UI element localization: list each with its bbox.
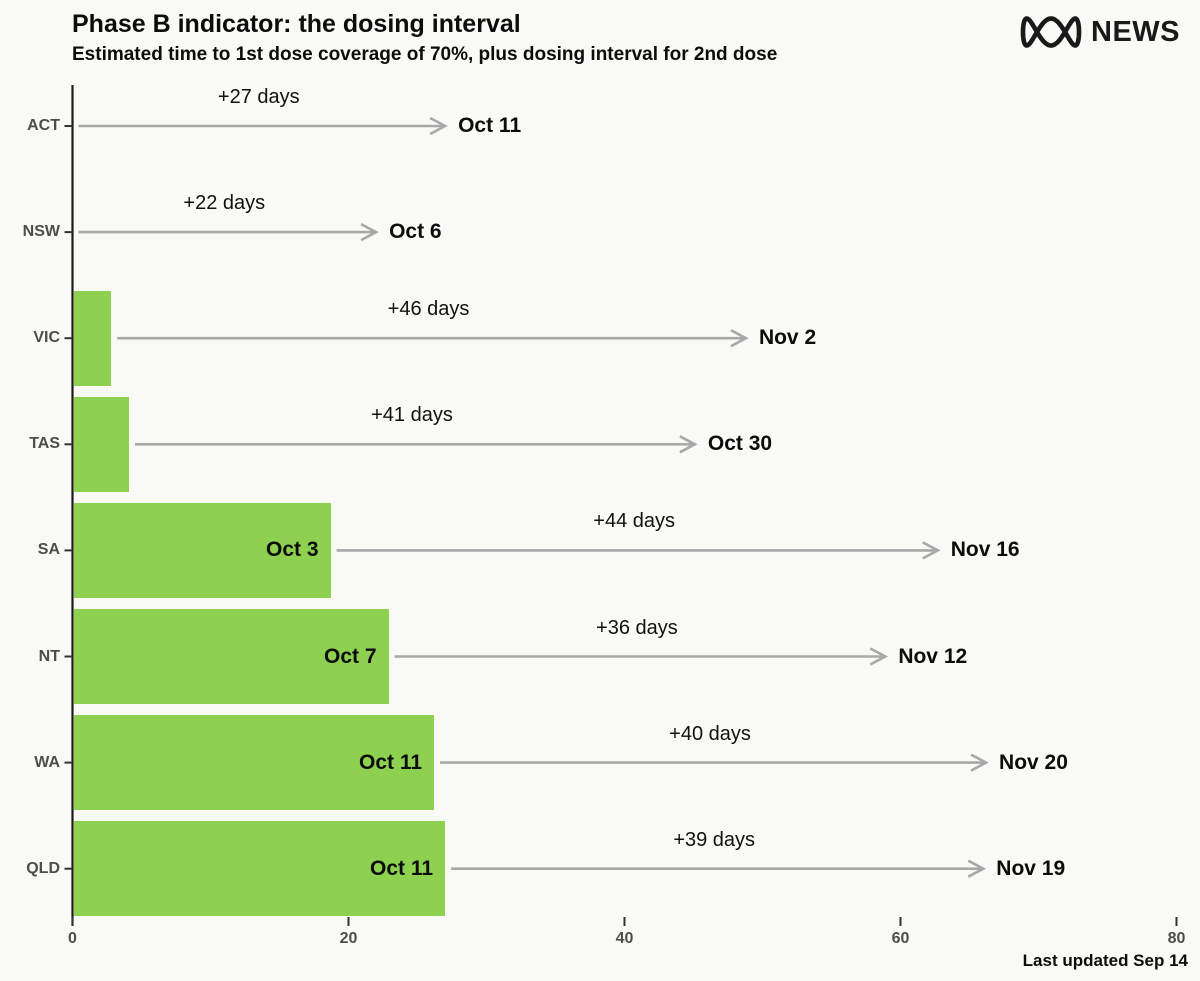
y-axis-label: WA [34,753,60,771]
abc-lissajous-curve [1020,16,1082,48]
interval-arrow-head [967,859,987,878]
second-dose-date-label: Oct 6 [389,220,442,244]
interval-days-label: +41 days [371,404,453,427]
interval-days-label: +40 days [669,722,751,745]
second-dose-date-label: Nov 2 [758,326,817,350]
second-dose-date-label: Oct 11 [458,114,522,137]
y-axis-label: NSW [22,223,60,241]
interval-days-label: +46 days [387,298,470,321]
bar-wa [73,715,435,811]
last-updated-note: Last updated Sep 14 [1022,951,1188,970]
y-axis-label: TAS [29,435,60,453]
y-axis-label: VIC [33,329,60,347]
bar-nt [73,609,389,704]
bar-sa [73,502,331,598]
interval-days-label: +36 days [596,616,678,639]
second-dose-date-label: Nov 12 [898,644,968,668]
interval-arrow-head [730,329,749,348]
y-axis-label: NT [38,647,60,665]
interval-days-label: +44 days [593,510,676,533]
bar-qld [73,821,446,917]
interval-days-label: +22 days [183,192,266,215]
abc-news-logo: NEWS [1019,12,1180,52]
logo-text: NEWS [1091,15,1180,48]
first-dose-date-label: Oct 11 [370,856,434,880]
interval-arrow-head [679,435,698,454]
y-axis-label: ACT [27,117,60,134]
interval-arrow-head [360,222,379,242]
second-dose-date-label: Nov 16 [950,538,1020,562]
first-dose-date-label: Oct 11 [359,750,423,774]
x-axis-tick-label: 40 [615,930,634,947]
interval-arrow-head [429,116,448,136]
x-axis-tick-label: 0 [68,930,77,947]
y-axis-label: SA [37,541,60,559]
interval-days-label: +27 days [217,86,300,108]
page-subtitle: Estimated time to 1st dose coverage of 7… [72,44,778,65]
second-dose-date-label: Nov 19 [996,856,1066,880]
abc-lissajous-icon [1020,16,1082,48]
interval-arrow-head [970,753,989,772]
x-axis-tick-label: 60 [891,930,910,947]
bar-tas [73,396,130,492]
first-dose-date-label: Oct 3 [266,538,319,562]
page-title: Phase B indicator: the dosing interval [72,10,521,38]
interval-days-label: +39 days [673,828,756,851]
second-dose-date-label: Nov 20 [999,750,1068,774]
y-axis-label: QLD [26,859,60,877]
bar-vic [73,290,112,386]
x-axis-tick-label: 20 [339,930,358,947]
interval-arrow-head [922,541,941,560]
interval-arrow-head [869,647,889,666]
second-dose-date-label: Oct 30 [707,432,773,456]
first-dose-date-label: Oct 7 [323,644,377,668]
x-axis-tick-label: 80 [1167,930,1186,947]
